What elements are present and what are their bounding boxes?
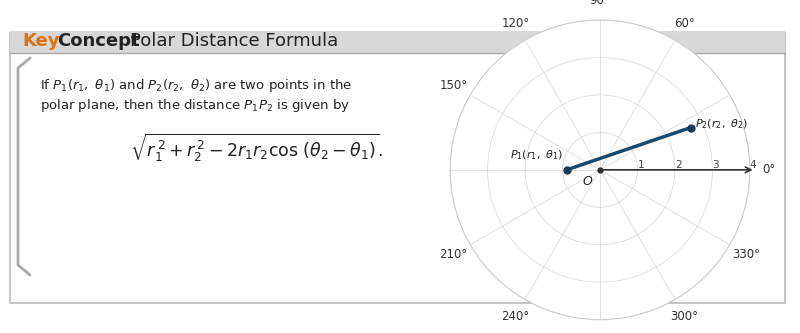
Text: $\sqrt{r_1^{\,2} + r_2^{\,2} - 2r_1r_2\cos\,(\theta_2 - \theta_1)}.$: $\sqrt{r_1^{\,2} + r_2^{\,2} - 2r_1r_2\c…: [130, 132, 383, 164]
Text: Concept: Concept: [57, 32, 140, 50]
Text: If $P_1(r_1,\ \theta_1)$ and $P_2(r_2,\ \theta_2)$ are two points in the: If $P_1(r_1,\ \theta_1)$ and $P_2(r_2,\ …: [40, 77, 352, 94]
Text: Polar Distance Formula: Polar Distance Formula: [130, 32, 338, 50]
Text: $O$: $O$: [582, 175, 593, 188]
FancyBboxPatch shape: [10, 33, 785, 303]
Text: $P_1(r_1,\ \theta_1)$: $P_1(r_1,\ \theta_1)$: [510, 148, 563, 162]
Text: polar plane, then the distance $P_1P_2$ is given by: polar plane, then the distance $P_1P_2$ …: [40, 97, 350, 114]
Text: Key: Key: [22, 32, 59, 50]
Text: $P_2(r_2,\ \theta_2)$: $P_2(r_2,\ \theta_2)$: [694, 118, 747, 131]
FancyBboxPatch shape: [10, 31, 785, 53]
